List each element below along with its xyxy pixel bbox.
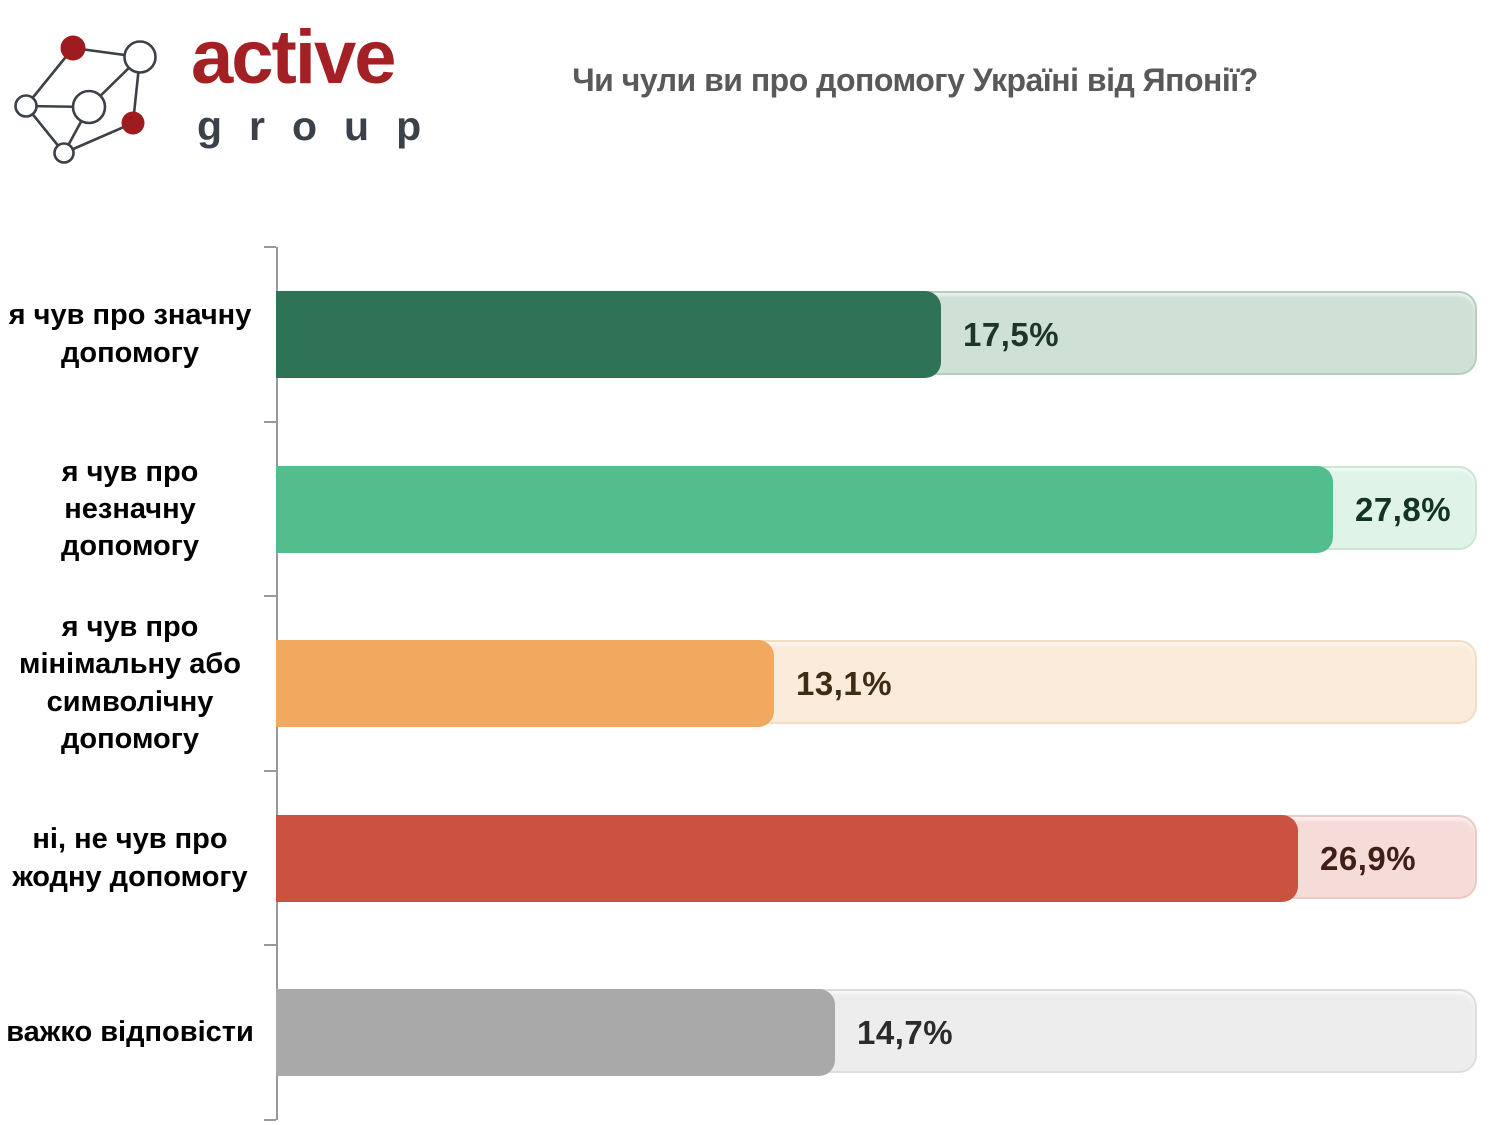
category-label: я чув про незначну допомогу <box>61 455 199 563</box>
category-label: важко відповісти <box>6 1015 254 1048</box>
bar-fill <box>276 989 835 1076</box>
chart-row: я чув про значну допомогу 17,5% <box>0 247 1500 422</box>
logo-brand-text: active <box>191 15 396 100</box>
y-axis-tick <box>264 1119 276 1121</box>
y-axis-tick <box>264 595 276 597</box>
y-axis-tick <box>264 421 276 423</box>
bar-fill <box>276 291 941 378</box>
logo-sub-text: group <box>197 103 449 149</box>
y-axis-tick <box>264 944 276 946</box>
chart-row: важко відповісти 14,7% <box>0 945 1500 1120</box>
bar-fill <box>276 466 1333 553</box>
y-axis-tick <box>264 246 276 248</box>
chart-row: я чув про мінімальну або символічну допо… <box>0 596 1500 771</box>
bar-value-label: 17,5% <box>963 315 1060 353</box>
bar-value-label: 14,7% <box>857 1013 954 1051</box>
y-axis-tick <box>264 770 276 772</box>
chart-title: Чи чули ви про допомогу Україні від Япон… <box>572 62 1258 98</box>
bar-fill <box>276 815 1298 902</box>
logo: active group <box>8 6 438 176</box>
category-label: я чув про значну допомогу <box>8 299 252 369</box>
bar-value-label: 26,9% <box>1320 839 1417 877</box>
bar-value-label: 13,1% <box>796 664 893 702</box>
chart-row: ні, не чув про жодну допомогу 26,9% <box>0 771 1500 946</box>
chart-row: я чув про незначну допомогу 27,8% <box>0 422 1500 597</box>
category-label: я чув про мінімальну або символічну допо… <box>19 611 241 755</box>
header: active group Чи чули ви про допомогу Укр… <box>0 0 1500 200</box>
bar-value-label: 27,8% <box>1355 490 1452 528</box>
bar-fill <box>276 640 774 727</box>
network-graph-icon <box>14 35 157 164</box>
category-label: ні, не чув про жодну допомогу <box>12 823 248 893</box>
